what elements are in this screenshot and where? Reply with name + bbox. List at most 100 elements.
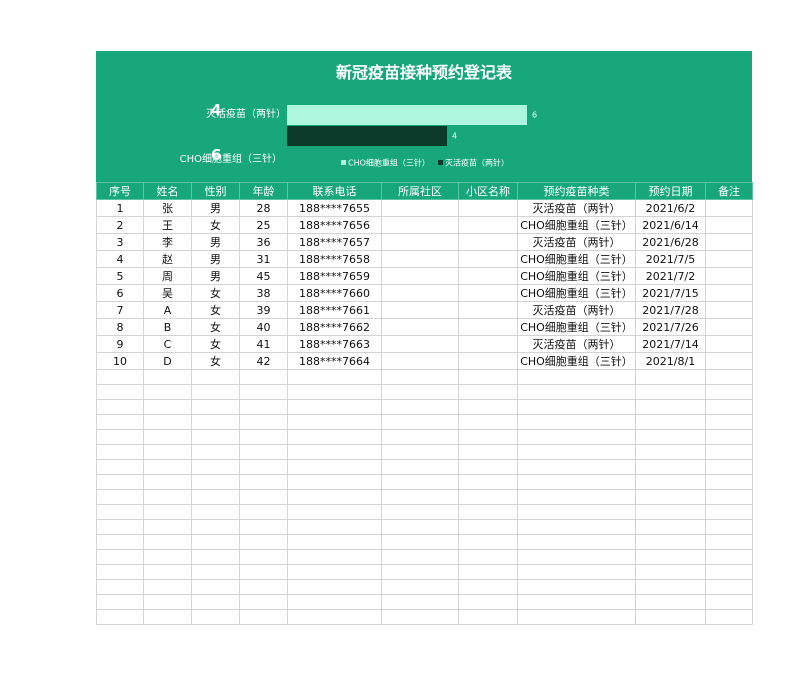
cell: 8: [96, 318, 144, 336]
cell: 赵: [143, 250, 192, 268]
cell: [96, 399, 144, 415]
summary-label: CHO细胞重组（三针）: [179, 154, 282, 165]
cell: 张: [143, 199, 192, 217]
cell: [381, 489, 459, 505]
cell: [705, 301, 753, 319]
cell: [96, 579, 144, 595]
cell: 36: [239, 233, 288, 251]
cell: [143, 534, 192, 550]
cell: [381, 444, 459, 460]
cell: 2021/6/14: [635, 216, 706, 234]
cell: 2021/8/1: [635, 352, 706, 370]
cell: [287, 459, 382, 475]
cell: [287, 504, 382, 520]
cell: [635, 534, 706, 550]
table-row: 1 张男 28 188****7655 灭活疫苗（两针） 2021/6/2: [96, 199, 753, 217]
cell: [458, 216, 518, 234]
cell: [191, 549, 240, 565]
cell: [191, 429, 240, 445]
cell: 188****7662: [287, 318, 382, 336]
cell: [635, 444, 706, 460]
cell: [287, 549, 382, 565]
cell: CHO细胞重组（三针）: [517, 352, 636, 370]
data-table: 序号 姓名 性别 年龄 联系电话 所属社区 小区名称 预约疫苗种类 预约日期 备注 1 张男 28 18…: [96, 182, 753, 625]
cell: [239, 564, 288, 580]
cell: [239, 444, 288, 460]
column-header: 年龄: [239, 182, 288, 200]
cell: 女: [191, 301, 240, 319]
cell: [239, 384, 288, 400]
cell: [96, 594, 144, 610]
cell: [458, 534, 518, 550]
cell: [517, 489, 636, 505]
cell: [635, 504, 706, 520]
cell: [705, 564, 753, 580]
cell: 188****7661: [287, 301, 382, 319]
cell: [96, 444, 144, 460]
table-row: [96, 429, 753, 445]
cell: 女: [191, 318, 240, 336]
cell: [191, 459, 240, 475]
cell: [705, 399, 753, 415]
cell: [635, 399, 706, 415]
cell: [705, 579, 753, 595]
cell: 39: [239, 301, 288, 319]
cell: 2: [96, 216, 144, 234]
cell: [96, 369, 144, 385]
legend-label: CHO细胞重组（三针）: [348, 158, 430, 168]
cell: [635, 594, 706, 610]
cell: [635, 384, 706, 400]
cell: [635, 369, 706, 385]
cell: [143, 444, 192, 460]
cell: 7: [96, 301, 144, 319]
cell: [517, 429, 636, 445]
cell: [517, 474, 636, 490]
cell: 28: [239, 199, 288, 217]
cell: [287, 609, 382, 625]
cell: 周: [143, 267, 192, 285]
cell: CHO细胞重组（三针）: [517, 284, 636, 302]
cell: [191, 519, 240, 535]
cell: [517, 519, 636, 535]
cell: 9: [96, 335, 144, 353]
table-body: 1 张男 28 188****7655 灭活疫苗（两针） 2021/6/2 2 王女 25 188…: [96, 199, 753, 625]
cell: [705, 489, 753, 505]
cell: [635, 429, 706, 445]
cell: 40: [239, 318, 288, 336]
cell: 6: [96, 284, 144, 302]
column-header: 性别: [191, 182, 240, 200]
cell: 2021/7/14: [635, 335, 706, 353]
cell: 灭活疫苗（两针）: [517, 301, 636, 319]
header-row: 序号 姓名 性别 年龄 联系电话 所属社区 小区名称 预约疫苗种类 预约日期 备注: [96, 182, 753, 200]
cell: [635, 459, 706, 475]
cell: [381, 534, 459, 550]
cell: [517, 399, 636, 415]
cell: [96, 489, 144, 505]
column-header: 备注: [705, 182, 753, 200]
table-row: [96, 564, 753, 580]
cell: [458, 301, 518, 319]
cell: 2021/7/28: [635, 301, 706, 319]
cell: [143, 369, 192, 385]
cell: 188****7659: [287, 267, 382, 285]
cell: [96, 459, 144, 475]
cell: C: [143, 335, 192, 353]
header-band: 新冠疫苗接种预约登记表 灭活疫苗（两针） 4 CHO细胞重组（三针） 6 6 CH…: [96, 51, 752, 182]
cell: 31: [239, 250, 288, 268]
cell: [96, 414, 144, 430]
cell: 2021/7/5: [635, 250, 706, 268]
cell: [381, 609, 459, 625]
cell: [458, 609, 518, 625]
cell: 男: [191, 250, 240, 268]
table-row: [96, 609, 753, 625]
table-row: [96, 549, 753, 565]
cell: [191, 534, 240, 550]
cell: [705, 534, 753, 550]
table-row: 3 李男 36 188****7657 灭活疫苗（两针） 2021/6/28: [96, 233, 753, 251]
cell: [705, 233, 753, 251]
cell: [635, 474, 706, 490]
cell: 188****7658: [287, 250, 382, 268]
legend-swatch: [438, 160, 443, 165]
cell: [143, 474, 192, 490]
cell: 2021/6/2: [635, 199, 706, 217]
